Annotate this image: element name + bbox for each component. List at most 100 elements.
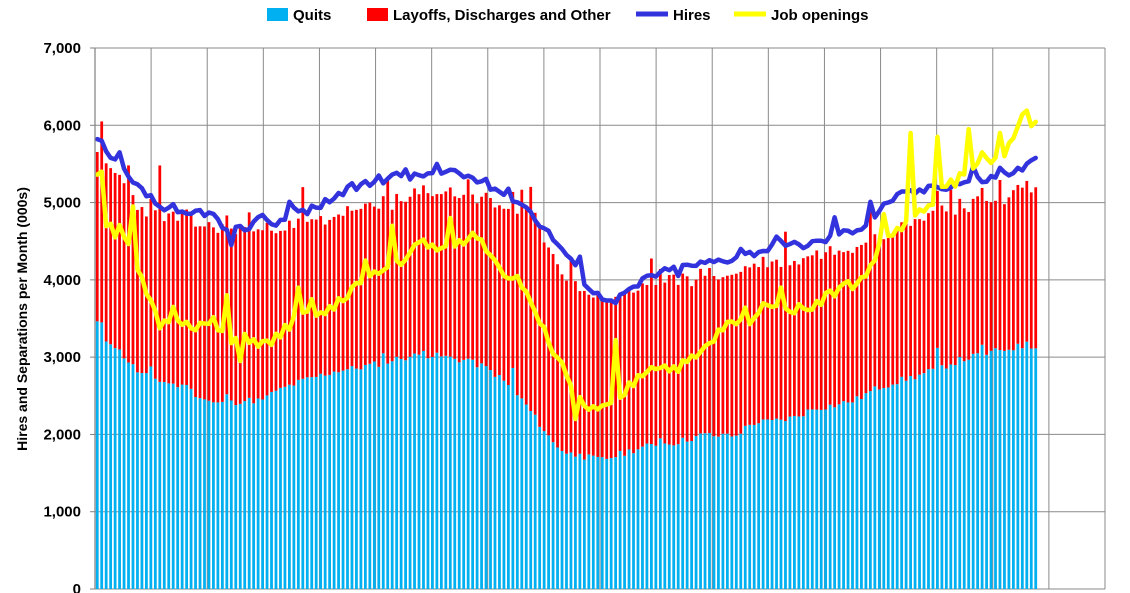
quits-bar xyxy=(95,321,99,589)
quits-bar xyxy=(949,364,953,589)
quits-bar xyxy=(413,353,416,589)
layoffs-bar xyxy=(998,180,1002,351)
quits-bar xyxy=(238,403,242,589)
quits-bar xyxy=(650,443,653,589)
quits-bar xyxy=(346,369,349,589)
quits-bar xyxy=(868,391,872,589)
quits-bar xyxy=(806,409,810,589)
quits-bar xyxy=(556,447,559,589)
layoffs-bar xyxy=(283,230,287,387)
layoffs-bar xyxy=(484,192,488,367)
layoffs-bar xyxy=(801,258,805,417)
layoffs-bar xyxy=(131,195,135,365)
quits-bar xyxy=(574,456,577,589)
quits-bar xyxy=(341,370,345,589)
legend: Quits Layoffs, Discharges and Other Hires J… xyxy=(267,7,869,24)
layoffs-bar xyxy=(868,209,872,392)
layoffs-bar xyxy=(538,226,542,427)
layoffs-bar xyxy=(171,211,175,384)
quits-bar xyxy=(203,399,206,589)
quits-bar xyxy=(480,363,483,589)
layoffs-bar xyxy=(600,300,604,458)
quits-bar xyxy=(176,387,180,589)
quits-bar xyxy=(582,459,586,589)
layoffs-bar xyxy=(261,230,264,400)
quits-bar xyxy=(600,457,604,589)
layoffs-bar xyxy=(985,200,988,355)
layoffs-bar xyxy=(243,227,247,402)
quits-bar xyxy=(448,356,452,589)
layoffs-bar xyxy=(739,271,743,434)
quits-bar xyxy=(699,433,702,589)
layoffs-bar xyxy=(386,179,390,364)
layoffs-bar xyxy=(489,198,492,371)
layoffs-bar xyxy=(976,196,980,354)
legend-swatch xyxy=(267,8,288,21)
y-tick-label: 3,000 xyxy=(43,349,81,366)
quits-bar xyxy=(560,450,564,589)
quits-bar xyxy=(256,398,260,589)
layoffs-bar xyxy=(1020,187,1024,349)
layoffs-bar xyxy=(109,168,113,345)
quits-bar xyxy=(587,454,591,589)
layoffs-bar xyxy=(779,266,783,420)
quits-bar xyxy=(788,416,792,589)
layoffs-bar xyxy=(757,267,761,424)
layoffs-bar xyxy=(676,284,680,445)
quits-bar xyxy=(989,350,993,589)
quits-bar xyxy=(860,399,863,589)
layoffs-bar xyxy=(748,267,752,425)
quits-bar xyxy=(877,389,881,589)
quits-bar xyxy=(998,350,1002,589)
layoffs-bar xyxy=(761,256,765,420)
layoffs-bar xyxy=(766,267,769,420)
quits-bar xyxy=(1016,343,1020,589)
quits-bar xyxy=(533,414,537,589)
quits-bar xyxy=(578,453,582,589)
quits-bar xyxy=(453,358,457,589)
layoffs-bar xyxy=(475,203,479,368)
quits-bar xyxy=(520,398,524,589)
layoffs-bar xyxy=(815,250,819,410)
y-tick-label: 6,000 xyxy=(43,117,81,134)
quits-bar xyxy=(310,377,314,589)
quits-bar xyxy=(457,362,461,589)
layoffs-bar xyxy=(122,183,126,359)
quits-bar xyxy=(927,369,930,589)
layoffs-bar xyxy=(833,254,837,408)
layoffs-bar xyxy=(623,294,626,456)
quits-bar xyxy=(350,366,354,589)
quits-bar xyxy=(109,344,113,589)
quits-bar xyxy=(207,400,211,589)
layoffs-bar xyxy=(909,225,912,377)
layoffs-bar xyxy=(493,207,497,377)
layoffs-bar xyxy=(658,269,662,439)
layoffs-bar xyxy=(404,201,407,361)
quits-bar xyxy=(122,358,126,589)
quits-bar xyxy=(797,416,801,589)
layoffs-bar xyxy=(846,250,850,403)
bars-layer xyxy=(95,121,1038,589)
layoffs-bar xyxy=(877,241,881,390)
layoffs-bar xyxy=(140,207,144,373)
layoffs-bar xyxy=(931,210,935,369)
layoffs-bar xyxy=(797,264,801,417)
layoffs-bar xyxy=(288,220,291,385)
quits-bar xyxy=(953,365,957,589)
grid-layer xyxy=(94,47,1106,590)
quits-bar xyxy=(507,385,510,589)
quits-bar xyxy=(873,386,877,589)
layoffs-bar xyxy=(895,226,899,385)
quits-bar xyxy=(976,353,980,589)
quits-bar xyxy=(390,361,394,589)
quits-bar xyxy=(435,352,439,589)
quits-bar xyxy=(967,359,971,589)
quits-bar xyxy=(627,449,631,589)
quits-bar xyxy=(323,375,327,589)
quits-bar xyxy=(895,384,899,589)
layoffs-bar xyxy=(368,202,372,364)
layoffs-bar xyxy=(395,193,399,357)
layoffs-bar xyxy=(413,188,416,354)
quits-bar xyxy=(743,425,747,589)
